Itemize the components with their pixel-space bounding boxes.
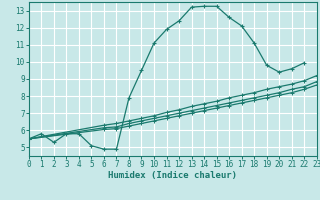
X-axis label: Humidex (Indice chaleur): Humidex (Indice chaleur) — [108, 171, 237, 180]
